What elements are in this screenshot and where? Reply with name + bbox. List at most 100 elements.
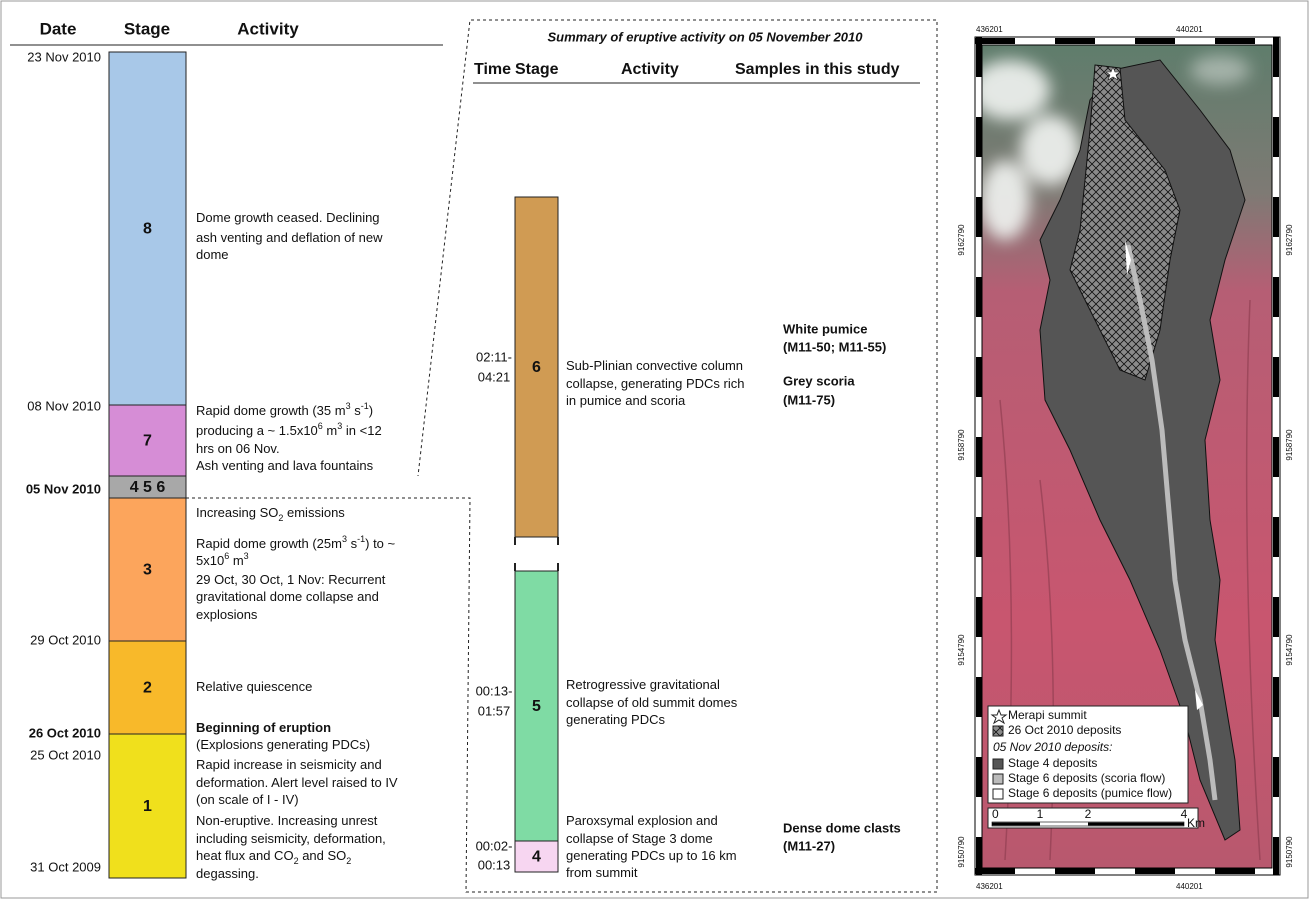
legend-hatch — [992, 725, 1004, 737]
text-run: ) — [369, 403, 373, 418]
activity-line: in pumice and scoria — [566, 393, 686, 408]
time-label: 00:02- — [476, 838, 513, 853]
coord-label: 9154790 — [1285, 634, 1294, 666]
date-label: 31 Oct 2009 — [30, 859, 101, 874]
text-run: (Explosions generating PDCs) — [196, 737, 370, 752]
header: Activity — [237, 19, 299, 38]
time-label: 00:13 — [478, 857, 511, 872]
text-run: ash venting and deflation of new — [196, 230, 383, 245]
text-run: in pumice and scoria — [566, 393, 686, 408]
activity-line: Rapid dome growth (35 m3 s-1) — [196, 401, 373, 418]
legend-label: Stage 6 deposits (scoria flow) — [1008, 771, 1165, 785]
text-run: deformation. Alert level raised to IV — [196, 775, 398, 790]
stage-label: 2 — [143, 680, 152, 697]
activity-line: including seismicity, deformation, — [196, 831, 386, 846]
clouds — [982, 55, 1250, 240]
text-run: ) to ~ — [365, 536, 395, 551]
header: Samples in this study — [735, 61, 900, 78]
text-run: generating PDCs — [566, 712, 665, 727]
activity-line: collapse of Stage 3 dome — [566, 831, 713, 846]
stage-box — [108, 497, 187, 642]
stage-box — [108, 404, 187, 477]
stage-box — [108, 640, 187, 735]
superscript: 3 — [244, 551, 249, 561]
text-run: s — [351, 403, 362, 418]
text-run: collapse of Stage 3 dome — [566, 831, 713, 846]
activity-line: Paroxsymal explosion and — [566, 813, 718, 828]
text-run: including seismicity, deformation, — [196, 831, 386, 846]
coord-label: 9158790 — [1285, 429, 1294, 461]
date-label: 23 Nov 2010 — [27, 49, 101, 64]
legend-star — [990, 708, 1008, 725]
stage-6-scoria — [1125, 244, 1218, 801]
text-run: Retrogressive gravitational — [566, 677, 720, 692]
text-run: m — [323, 423, 337, 438]
text-run: Sub-Plinian convective column — [566, 358, 743, 373]
text-run: Rapid increase in seismicity and — [196, 757, 382, 772]
text-run: Ash venting and lava fountains — [196, 458, 374, 473]
coord-label: 9150790 — [957, 836, 966, 868]
stage-label: 4 — [532, 849, 541, 866]
activity-line: Relative quiescence — [196, 679, 312, 694]
text-run: m — [229, 553, 243, 568]
stage-label: 6 — [532, 359, 541, 376]
text-run: generating PDCs up to 16 km — [566, 848, 737, 863]
sample-label: White pumice — [783, 321, 868, 336]
date-label: 05 Nov 2010 — [26, 481, 101, 496]
stage-label: 5 — [532, 698, 541, 715]
subscript: 2 — [294, 856, 299, 866]
oct-26-deposit — [1069, 64, 1181, 381]
activity-line: Retrogressive gravitational — [566, 677, 720, 692]
stage-box — [514, 840, 559, 873]
legend-stage4 — [992, 758, 1004, 770]
scale-label: 4 — [1181, 807, 1188, 821]
header: Activity — [621, 61, 679, 78]
activity-line: Rapid increase in seismicity and — [196, 757, 382, 772]
activity-line: Dome growth ceased. Declining — [196, 210, 380, 225]
zoom-connector — [186, 19, 938, 893]
stage-box — [108, 733, 187, 879]
text-run: producing a ~ 1.5x10 — [196, 423, 318, 438]
legend-label: Merapi summit — [1008, 708, 1087, 722]
activity-line: collapse of old summit domes — [566, 695, 738, 710]
date-label: 25 Oct 2010 — [30, 747, 101, 762]
stage-label: 3 — [143, 562, 152, 579]
coord-label: 436201 — [976, 882, 1003, 891]
text-run: from summit — [566, 865, 638, 880]
text-run: Dome growth ceased. Declining — [196, 210, 380, 225]
text-run: s — [347, 536, 358, 551]
text-run: dome — [196, 247, 229, 262]
stage-label: 1 — [143, 798, 152, 815]
text-run: collapse, generating PDCs rich — [566, 376, 744, 391]
text-run: Non-eruptive. Increasing unrest — [196, 813, 378, 828]
scale-label: 1 — [1037, 807, 1044, 821]
stage-label: 7 — [143, 433, 152, 450]
coord-label: 9154790 — [957, 634, 966, 666]
legend-subtitle: 05 Nov 2010 deposits: — [993, 740, 1112, 754]
scale-unit: Km — [1187, 816, 1205, 830]
legend-scoria — [992, 773, 1004, 785]
text-run: degassing. — [196, 866, 259, 881]
stage-box — [108, 51, 187, 406]
activity-line: (on scale of I - IV) — [196, 792, 299, 807]
time-label: 04:21 — [478, 369, 511, 384]
coord-label: 9162790 — [957, 224, 966, 256]
header: Time — [474, 61, 511, 78]
activity-line: from summit — [566, 865, 638, 880]
sample-label: (M11-27) — [783, 838, 835, 853]
time-label: 00:13- — [476, 683, 513, 698]
time-label: 01:57 — [478, 703, 511, 718]
coord-label: 9150790 — [1285, 836, 1294, 868]
coord-label: 440201 — [1176, 882, 1203, 891]
map-frame — [974, 36, 1281, 876]
header: Stage — [515, 61, 559, 78]
subscript: 2 — [278, 513, 283, 523]
legend-pumice — [992, 788, 1004, 800]
legend-label: Stage 6 deposits (pumice flow) — [1008, 786, 1172, 800]
text-run: collapse of old summit domes — [566, 695, 738, 710]
date-label: 26 Oct 2010 — [29, 725, 101, 740]
activity-line: Sub-Plinian convective column — [566, 358, 743, 373]
break-mark — [514, 537, 559, 571]
